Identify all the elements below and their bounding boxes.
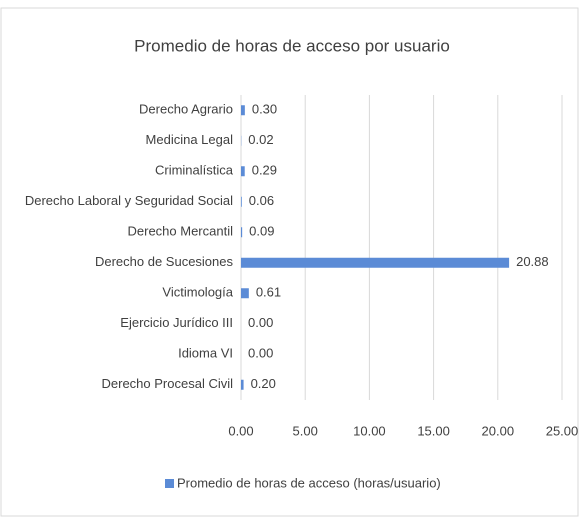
y-tick-label: Idioma VI <box>178 346 233 361</box>
x-tick-label: 10.00 <box>353 423 386 438</box>
x-tick-label: 0.00 <box>228 423 253 438</box>
bar <box>241 105 245 116</box>
bar <box>241 288 249 299</box>
bar <box>241 166 245 177</box>
bar <box>241 257 510 268</box>
data-label: 0.00 <box>248 346 273 361</box>
bar <box>241 227 243 238</box>
data-label: 0.09 <box>249 224 274 239</box>
data-label: 0.61 <box>256 285 281 300</box>
data-label: 0.02 <box>248 132 273 147</box>
data-label: 0.30 <box>252 102 277 117</box>
chart-title: Promedio de horas de acceso por usuario <box>134 36 450 55</box>
y-tick-label: Derecho Procesal Civil <box>102 376 234 391</box>
y-tick-label: Ejercicio Jurídico III <box>120 315 233 330</box>
x-tick-label: 15.00 <box>417 423 450 438</box>
data-label: 0.20 <box>251 376 276 391</box>
data-label: 0.29 <box>252 163 277 178</box>
y-tick-label: Medicina Legal <box>146 132 234 147</box>
y-tick-label: Victimología <box>162 285 233 300</box>
data-label: 0.06 <box>249 193 274 208</box>
x-tick-label: 5.00 <box>293 423 318 438</box>
bar <box>241 379 244 390</box>
bar <box>241 196 242 207</box>
legend-label: Promedio de horas de acceso (horas/usuar… <box>177 475 441 490</box>
y-tick-label: Derecho de Sucesiones <box>95 254 234 269</box>
y-tick-label: Derecho Laboral y Seguridad Social <box>25 193 233 208</box>
x-tick-label: 25.00 <box>546 423 579 438</box>
x-tick-label: 20.00 <box>482 423 515 438</box>
legend-swatch <box>165 479 174 488</box>
data-label: 0.00 <box>248 315 273 330</box>
y-tick-label: Derecho Mercantil <box>128 224 234 239</box>
y-tick-label: Derecho Agrario <box>139 102 233 117</box>
data-label: 20.88 <box>516 254 549 269</box>
y-tick-label: Criminalística <box>155 163 234 178</box>
